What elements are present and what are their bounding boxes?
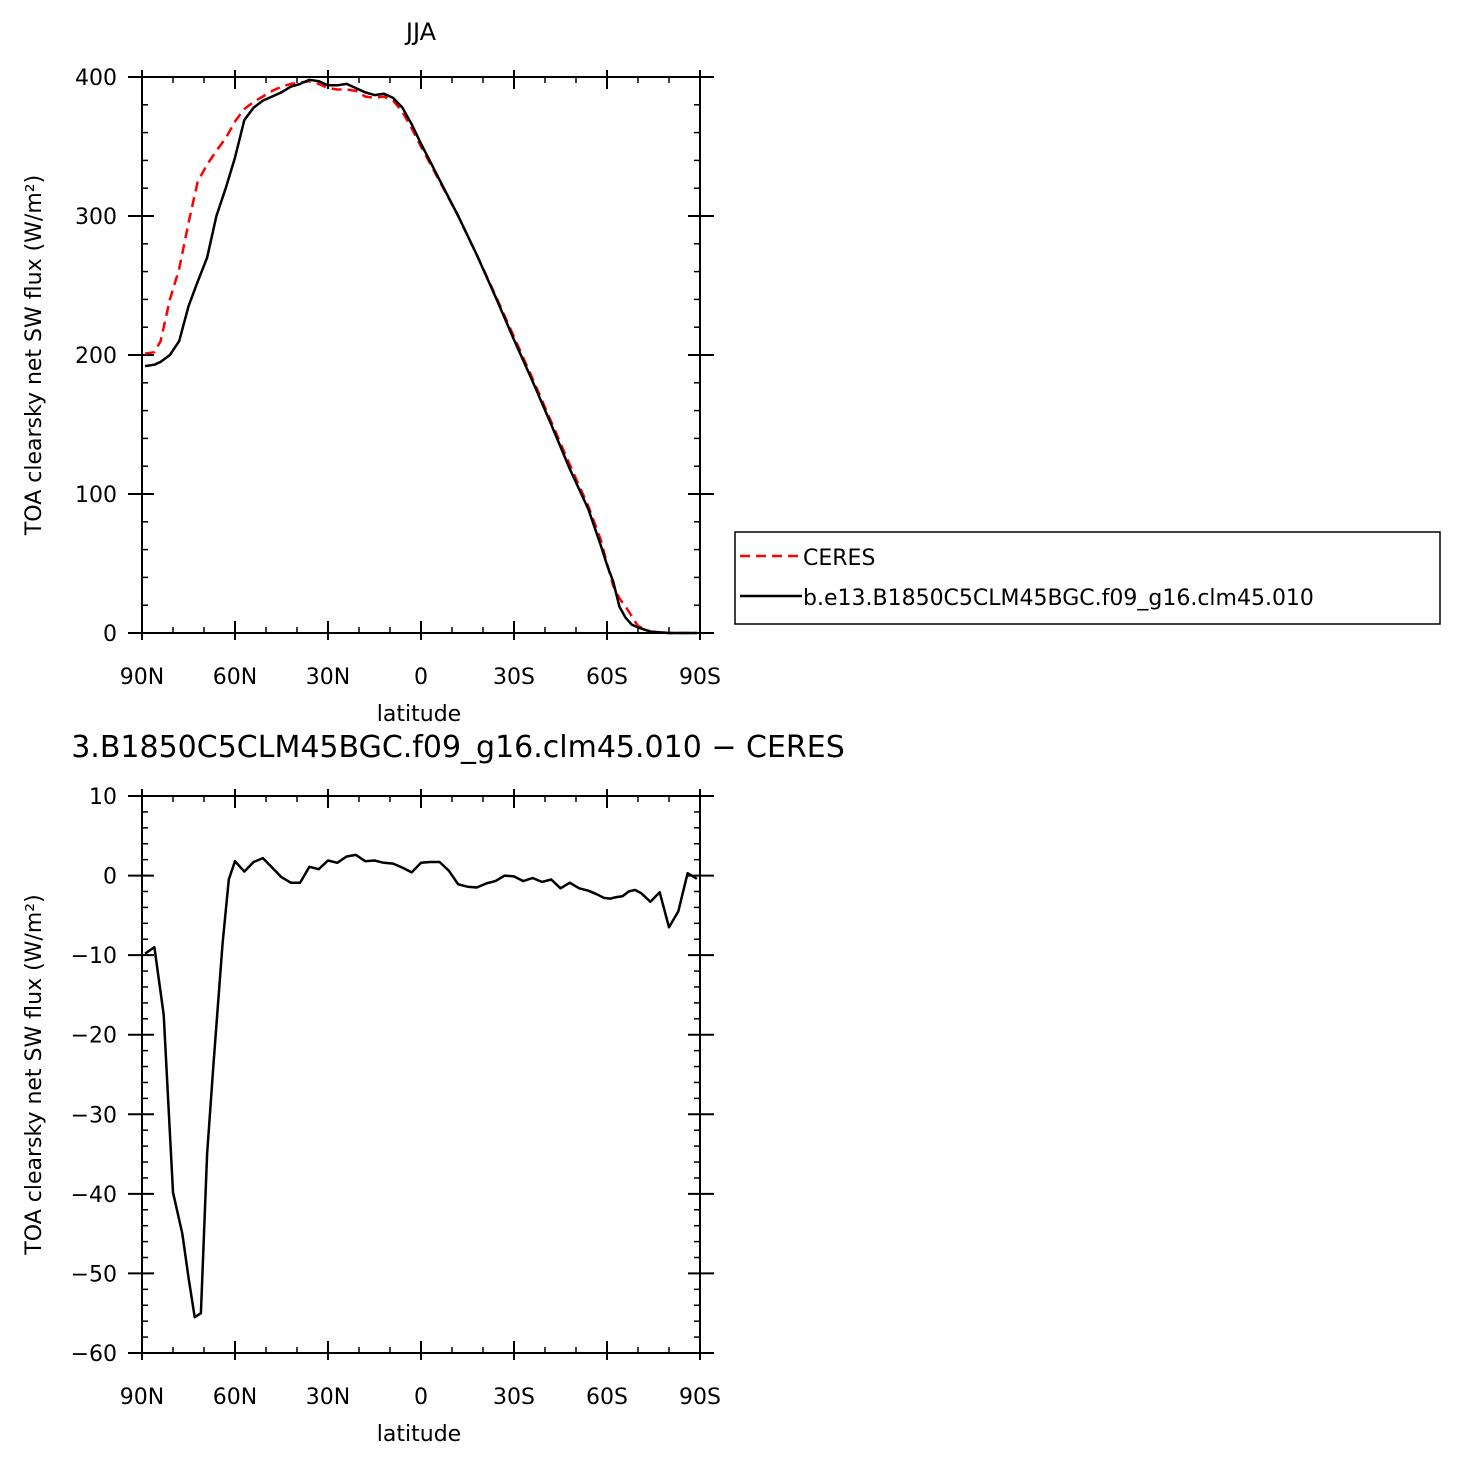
x-tick-label: 60S bbox=[586, 665, 628, 690]
plot-frame bbox=[141, 795, 701, 1354]
chart-title: JJA bbox=[404, 18, 437, 46]
y-tick-label: 300 bbox=[75, 205, 117, 230]
legend-entry: b.e13.B1850C5CLM45BGC.f09_g16.clm45.010 bbox=[803, 586, 1314, 611]
top-plot: 90N 60N 30N 0 30S 60S 90S 0 100 200 300 400 latitude… bbox=[22, 18, 1441, 727]
x-tick-label: 30S bbox=[493, 1385, 535, 1410]
y-tick-label: 0 bbox=[103, 865, 117, 890]
x-tick-label: 90N bbox=[120, 1385, 164, 1410]
series-line-model bbox=[144, 853, 698, 1319]
chart-title: 3.B1850C5CLM45BGC.f09_g16.clm45.010 − CE… bbox=[71, 730, 845, 765]
x-axis-label: latitude bbox=[377, 1422, 461, 1447]
y-tick-label: −20 bbox=[71, 1024, 117, 1049]
x-tick-label: 90S bbox=[679, 665, 721, 690]
legend-entry: CERES bbox=[803, 546, 875, 571]
x-tick-label: 60N bbox=[213, 665, 257, 690]
x-tick-label: 90S bbox=[679, 1385, 721, 1410]
x-tick-label: 0 bbox=[414, 665, 428, 690]
x-tick-label: 30N bbox=[306, 665, 350, 690]
y-axis-label: TOA clearsky net SW flux (W/m²) bbox=[22, 175, 47, 536]
difference-plot: 90N 60N 30N 0 30S 60S 90S 10 0 −10 −20 −30 −40 −50 −60… bbox=[22, 730, 845, 1447]
y-tick-label: 100 bbox=[75, 483, 117, 508]
y-tick-label: 10 bbox=[89, 785, 117, 810]
y-tick-label: 400 bbox=[75, 66, 117, 91]
series-line-ceres bbox=[144, 79, 697, 635]
y-tick-label: 0 bbox=[103, 622, 117, 647]
plot-frame bbox=[141, 76, 701, 634]
x-axis-label: latitude bbox=[377, 702, 461, 727]
y-tick-label: −40 bbox=[71, 1183, 117, 1208]
x-tick-label: 0 bbox=[414, 1385, 428, 1410]
series-line-model bbox=[144, 78, 697, 635]
y-tick-label: 200 bbox=[75, 344, 117, 369]
legend-box bbox=[734, 531, 1441, 625]
x-tick-label: 60S bbox=[586, 1385, 628, 1410]
y-tick-label: −10 bbox=[71, 944, 117, 969]
x-tick-label: 30N bbox=[306, 1385, 350, 1410]
y-tick-label: −30 bbox=[71, 1103, 117, 1128]
x-tick-label: 60N bbox=[213, 1385, 257, 1410]
y-axis-label: TOA clearsky net SW flux (W/m²) bbox=[22, 894, 47, 1255]
x-tick-label: 30S bbox=[493, 665, 535, 690]
legend: CERES b.e13.B1850C5CLM45BGC.f09_g16.clm45… bbox=[734, 531, 1441, 625]
y-tick-label: −60 bbox=[71, 1342, 117, 1367]
y-tick-label: −50 bbox=[71, 1262, 117, 1287]
x-tick-label: 90N bbox=[120, 665, 164, 690]
